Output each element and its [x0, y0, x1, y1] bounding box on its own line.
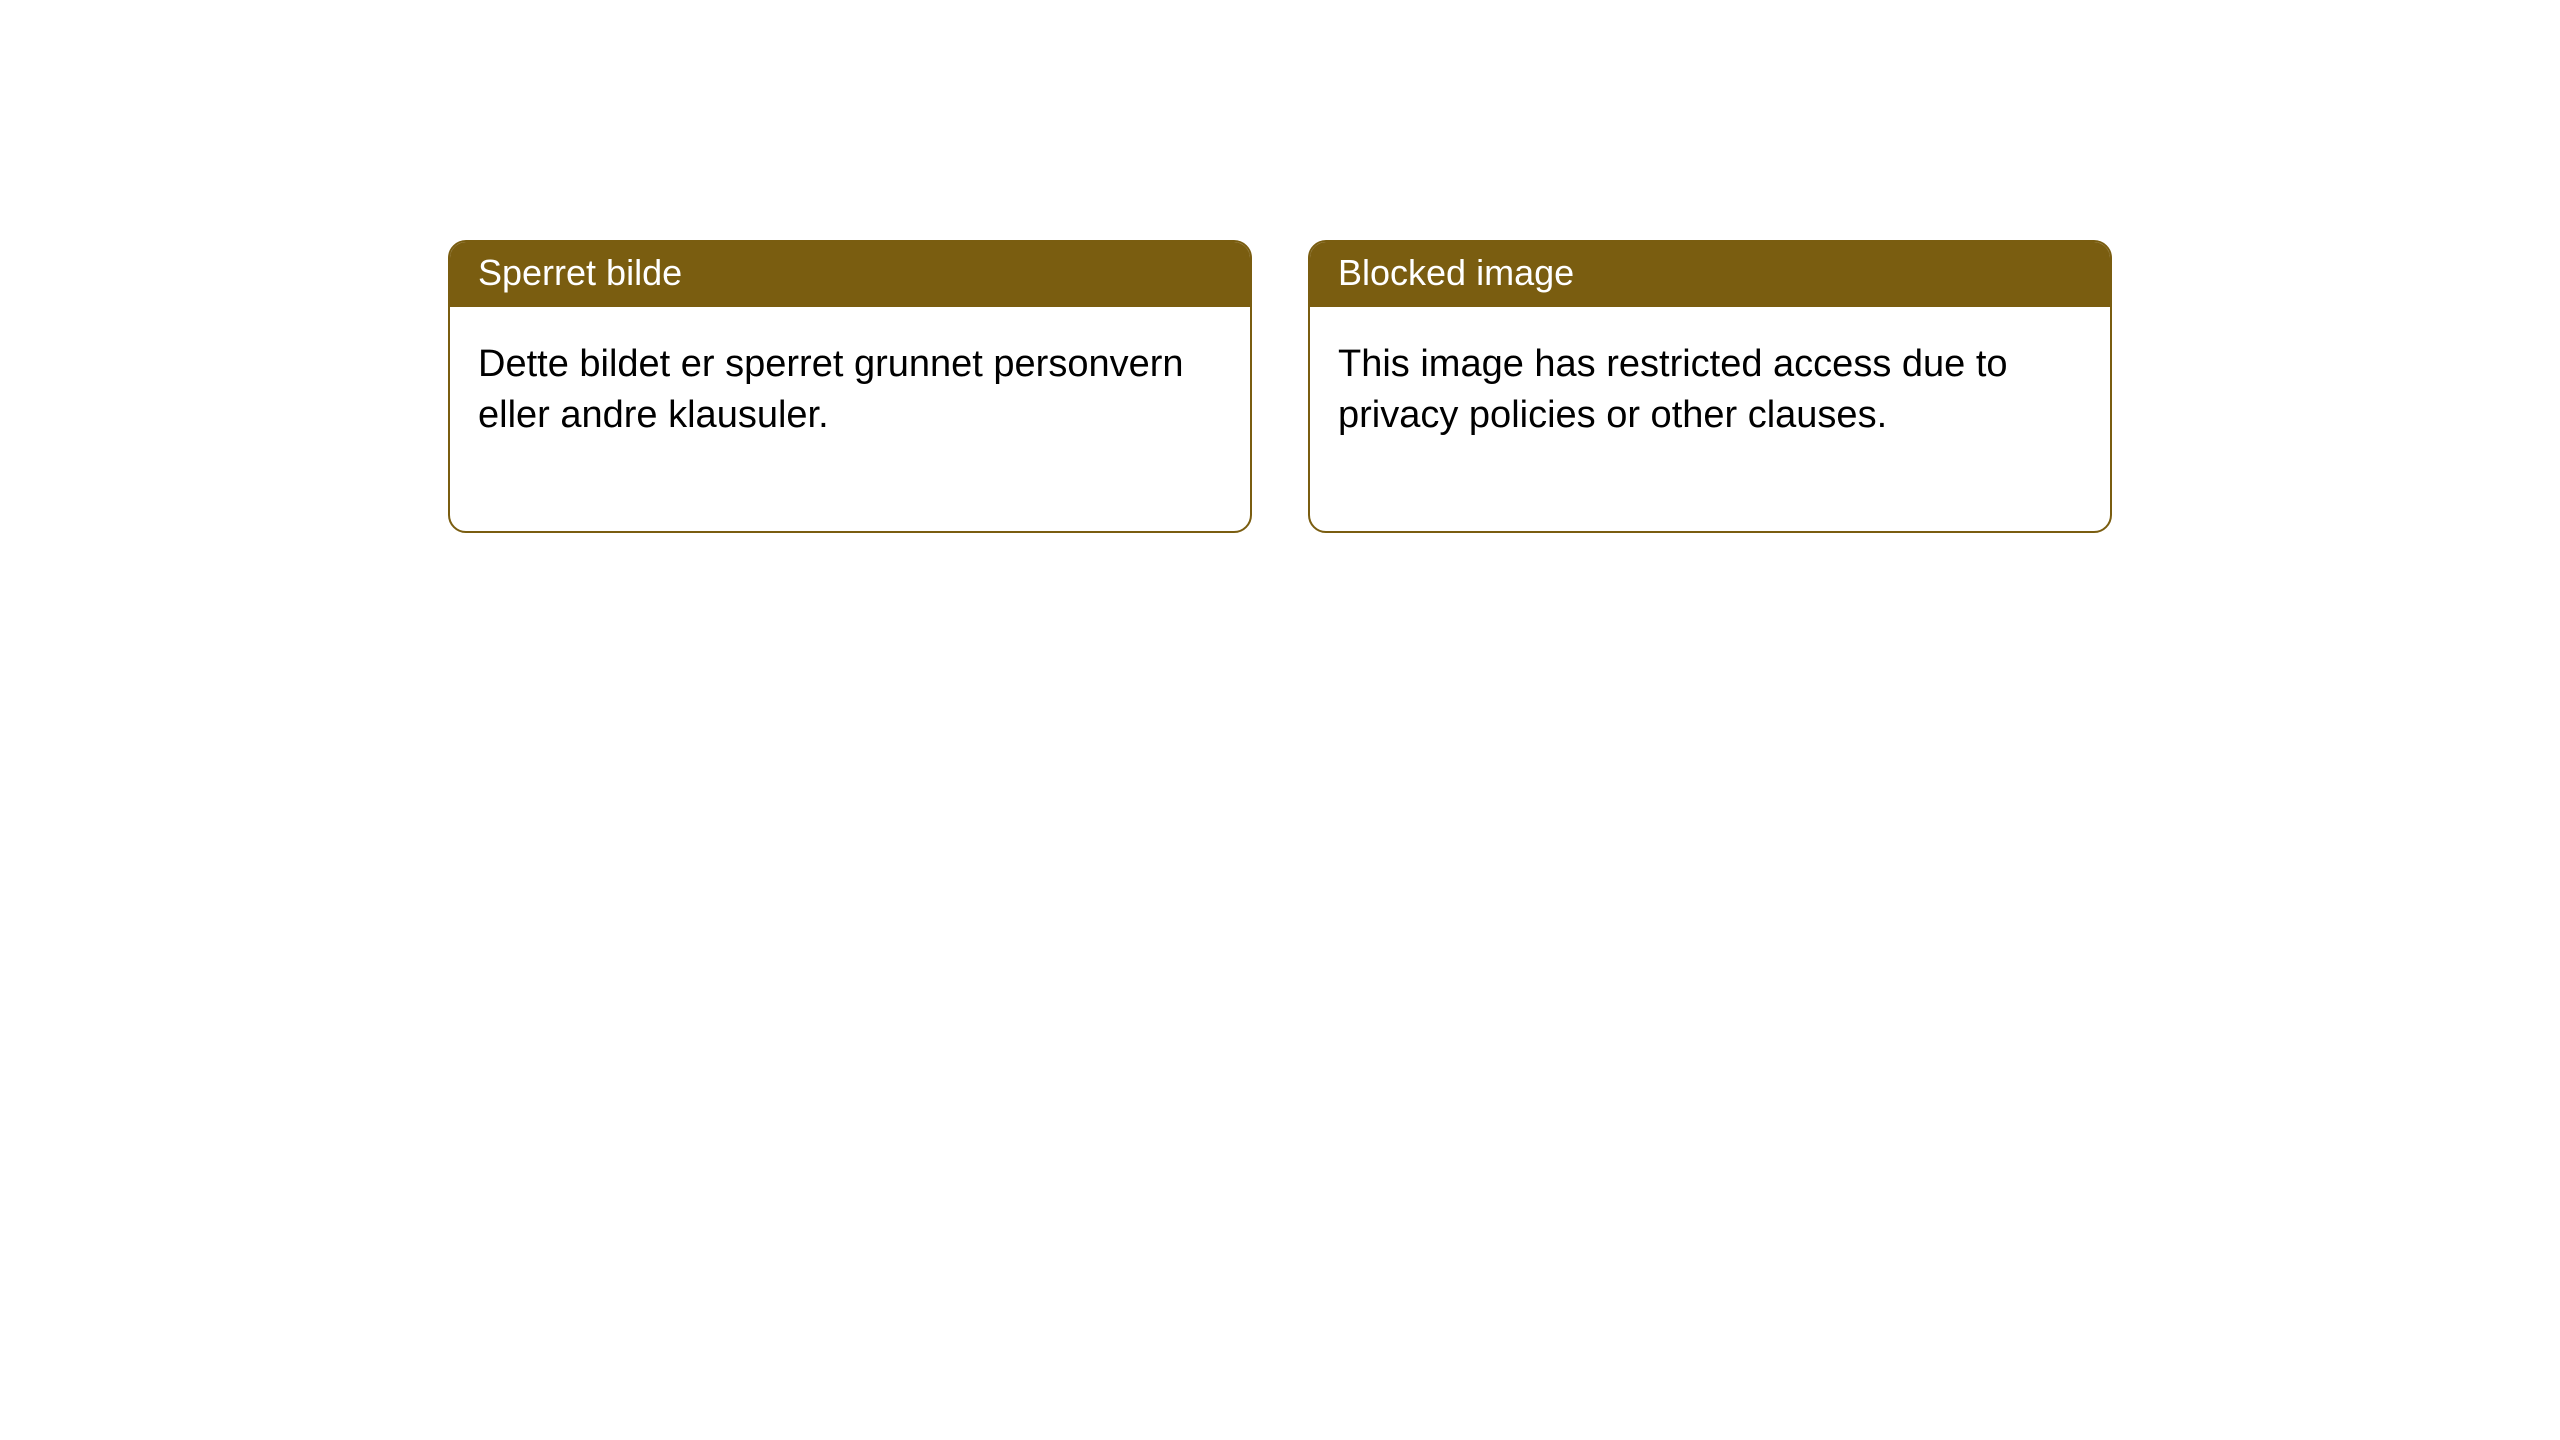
notice-body: This image has restricted access due to …	[1310, 307, 2110, 531]
notice-title: Sperret bilde	[450, 242, 1250, 307]
notice-body: Dette bildet er sperret grunnet personve…	[450, 307, 1250, 531]
notice-card-english: Blocked image This image has restricted …	[1308, 240, 2112, 533]
notice-title: Blocked image	[1310, 242, 2110, 307]
notice-card-norwegian: Sperret bilde Dette bildet er sperret gr…	[448, 240, 1252, 533]
notice-container: Sperret bilde Dette bildet er sperret gr…	[0, 0, 2560, 533]
